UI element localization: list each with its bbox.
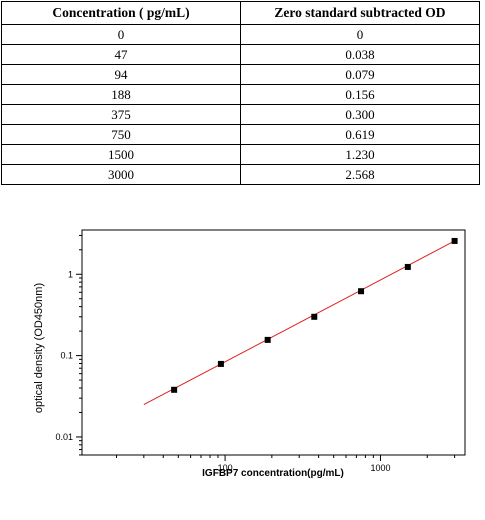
column-header-concentration: Concentration ( pg/mL)	[1, 1, 241, 25]
y-axis-label: optical density (OD450nm)	[33, 283, 45, 413]
cell-od: 0.079	[240, 64, 480, 85]
table-row: 188 0.156	[1, 84, 480, 105]
data-point	[264, 336, 271, 343]
cell-concentration: 3000	[1, 164, 241, 185]
axis-ticks: 100 1000 0.01 0.1 1	[55, 234, 456, 473]
cell-concentration: 750	[1, 124, 241, 145]
cell-od: 1.230	[240, 144, 480, 165]
cell-concentration: 94	[1, 64, 241, 85]
data-point	[358, 288, 365, 295]
data-point	[451, 237, 458, 244]
table-row: 3000 2.568	[1, 164, 480, 185]
cell-od: 0.038	[240, 44, 480, 65]
cell-od: 2.568	[240, 164, 480, 185]
table-row: 47 0.038	[1, 44, 480, 65]
cell-od: 0	[240, 24, 480, 45]
plot-frame	[81, 229, 466, 456]
y-tick-label: 1	[68, 269, 73, 279]
table-row: 94 0.079	[1, 64, 480, 85]
column-header-od: Zero standard subtracted OD	[240, 1, 480, 25]
data-point	[404, 263, 411, 270]
cell-od: 0.619	[240, 124, 480, 145]
data-point	[171, 386, 178, 393]
data-points	[171, 237, 458, 393]
cell-od: 0.300	[240, 104, 480, 125]
data-point	[217, 360, 224, 367]
cell-concentration: 47	[1, 44, 241, 65]
x-axis-label: IGFBP7 concentration(pg/mL)	[202, 468, 344, 479]
cell-concentration: 188	[1, 84, 241, 105]
data-point	[311, 313, 318, 320]
table-row: 750 0.619	[1, 124, 480, 145]
x-tick-label: 100	[218, 463, 233, 473]
cell-concentration: 375	[1, 104, 241, 125]
y-tick-label: 0.1	[60, 351, 73, 361]
standard-curve-chart: 100 1000 0.01 0.1 1 IGFBP7 concentration(pg/…	[33, 229, 466, 479]
y-tick-label: 0.01	[55, 432, 73, 442]
cell-concentration: 1500	[1, 144, 241, 165]
standard-curve-table: Concentration ( pg/mL) Zero standard sub…	[1, 1, 480, 185]
table-header-row: Concentration ( pg/mL) Zero standard sub…	[1, 1, 480, 25]
cell-od: 0.156	[240, 84, 480, 105]
x-tick-label: 1000	[370, 463, 390, 473]
cell-concentration: 0	[1, 24, 241, 45]
table-row: 375 0.300	[1, 104, 480, 125]
fit-line	[143, 240, 455, 406]
table-row: 1500 1.230	[1, 144, 480, 165]
